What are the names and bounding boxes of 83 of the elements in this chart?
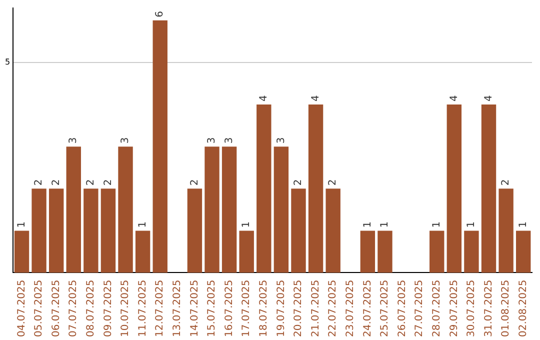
data-label: 3 <box>206 137 218 144</box>
data-label: 4 <box>258 95 270 102</box>
bar <box>187 188 202 273</box>
x-tick-label: 07.07.2025 <box>68 280 80 338</box>
data-label: 2 <box>102 179 114 186</box>
bar <box>152 20 168 273</box>
x-tick-label: 20.07.2025 <box>293 280 304 338</box>
x-tick-label: 10.07.2025 <box>120 280 132 338</box>
data-label: 4 <box>483 95 494 102</box>
x-tick-label: 14.07.2025 <box>189 280 200 338</box>
x-tick-label: 12.07.2025 <box>154 280 166 338</box>
x-tick-label: 31.07.2025 <box>483 280 494 338</box>
bar <box>498 188 514 273</box>
x-tick-label: 02.08.2025 <box>518 280 529 338</box>
bar <box>308 104 324 273</box>
data-label: 1 <box>518 221 529 228</box>
x-tick-label: 13.07.2025 <box>172 280 184 338</box>
x-tick-label: 23.07.2025 <box>344 280 356 338</box>
bar <box>84 188 98 273</box>
data-label: 3 <box>276 137 287 144</box>
x-tick-label: 16.07.2025 <box>224 280 235 338</box>
x-tick-label: 22.07.2025 <box>328 280 339 338</box>
bar <box>481 104 496 273</box>
data-label: 1 <box>137 221 148 228</box>
x-tick-label: 28.07.2025 <box>431 280 442 338</box>
bar <box>446 104 462 273</box>
bar <box>291 188 306 273</box>
x-tick-label: 18.07.2025 <box>258 280 270 338</box>
bar <box>326 188 340 273</box>
bar <box>256 104 272 273</box>
bar <box>48 188 64 273</box>
data-label: 1 <box>466 221 478 228</box>
bar <box>516 230 531 273</box>
x-tick-label: 24.07.2025 <box>362 280 374 338</box>
x-tick-label: 09.07.2025 <box>102 280 114 338</box>
x-tick-label: 06.07.2025 <box>50 280 62 338</box>
data-label: 1 <box>431 221 442 228</box>
bar <box>222 146 237 273</box>
data-label: 1 <box>362 221 374 228</box>
x-tick-label: 15.07.2025 <box>206 280 218 338</box>
data-label: 2 <box>34 179 45 186</box>
x-tick-label: 27.07.2025 <box>414 280 426 338</box>
bar <box>204 146 220 273</box>
bar <box>464 230 479 273</box>
x-tick-label: 21.07.2025 <box>310 280 322 338</box>
x-tick-label: 08.07.2025 <box>86 280 97 338</box>
data-label: 2 <box>86 179 97 186</box>
bar <box>66 146 81 273</box>
x-tick-label: 17.07.2025 <box>241 280 252 338</box>
bar <box>135 230 150 273</box>
bar <box>360 230 376 273</box>
data-label: 6 <box>154 11 166 18</box>
data-label: 3 <box>224 137 235 144</box>
data-label: 2 <box>293 179 304 186</box>
x-tick-label: 04.07.2025 <box>16 280 28 338</box>
data-label: 1 <box>241 221 252 228</box>
x-tick-label: 29.07.2025 <box>448 280 460 338</box>
bar <box>100 188 116 273</box>
data-label: 4 <box>448 95 460 102</box>
data-label: 1 <box>380 221 391 228</box>
x-tick-label: 19.07.2025 <box>276 280 287 338</box>
x-tick-label: 30.07.2025 <box>466 280 478 338</box>
bar <box>239 230 254 273</box>
data-label: 2 <box>189 179 200 186</box>
x-tick-label: 05.07.2025 <box>34 280 45 338</box>
data-label: 1 <box>16 221 28 228</box>
bar <box>274 146 289 273</box>
data-label: 4 <box>310 95 322 102</box>
bar <box>118 146 133 273</box>
bar <box>430 230 444 273</box>
bar <box>14 230 30 273</box>
x-tick-label: 11.07.2025 <box>137 280 148 338</box>
x-tick-label: 25.07.2025 <box>380 280 391 338</box>
data-label: 2 <box>50 179 62 186</box>
y-tick-label: 5 <box>4 58 10 67</box>
x-tick-label: 26.07.2025 <box>396 280 408 338</box>
data-label: 3 <box>120 137 132 144</box>
data-label: 2 <box>328 179 339 186</box>
data-label: 2 <box>500 179 512 186</box>
bar <box>378 230 392 273</box>
data-label: 3 <box>68 137 80 144</box>
x-tick-label: 01.08.2025 <box>500 280 512 338</box>
bar <box>32 188 46 273</box>
